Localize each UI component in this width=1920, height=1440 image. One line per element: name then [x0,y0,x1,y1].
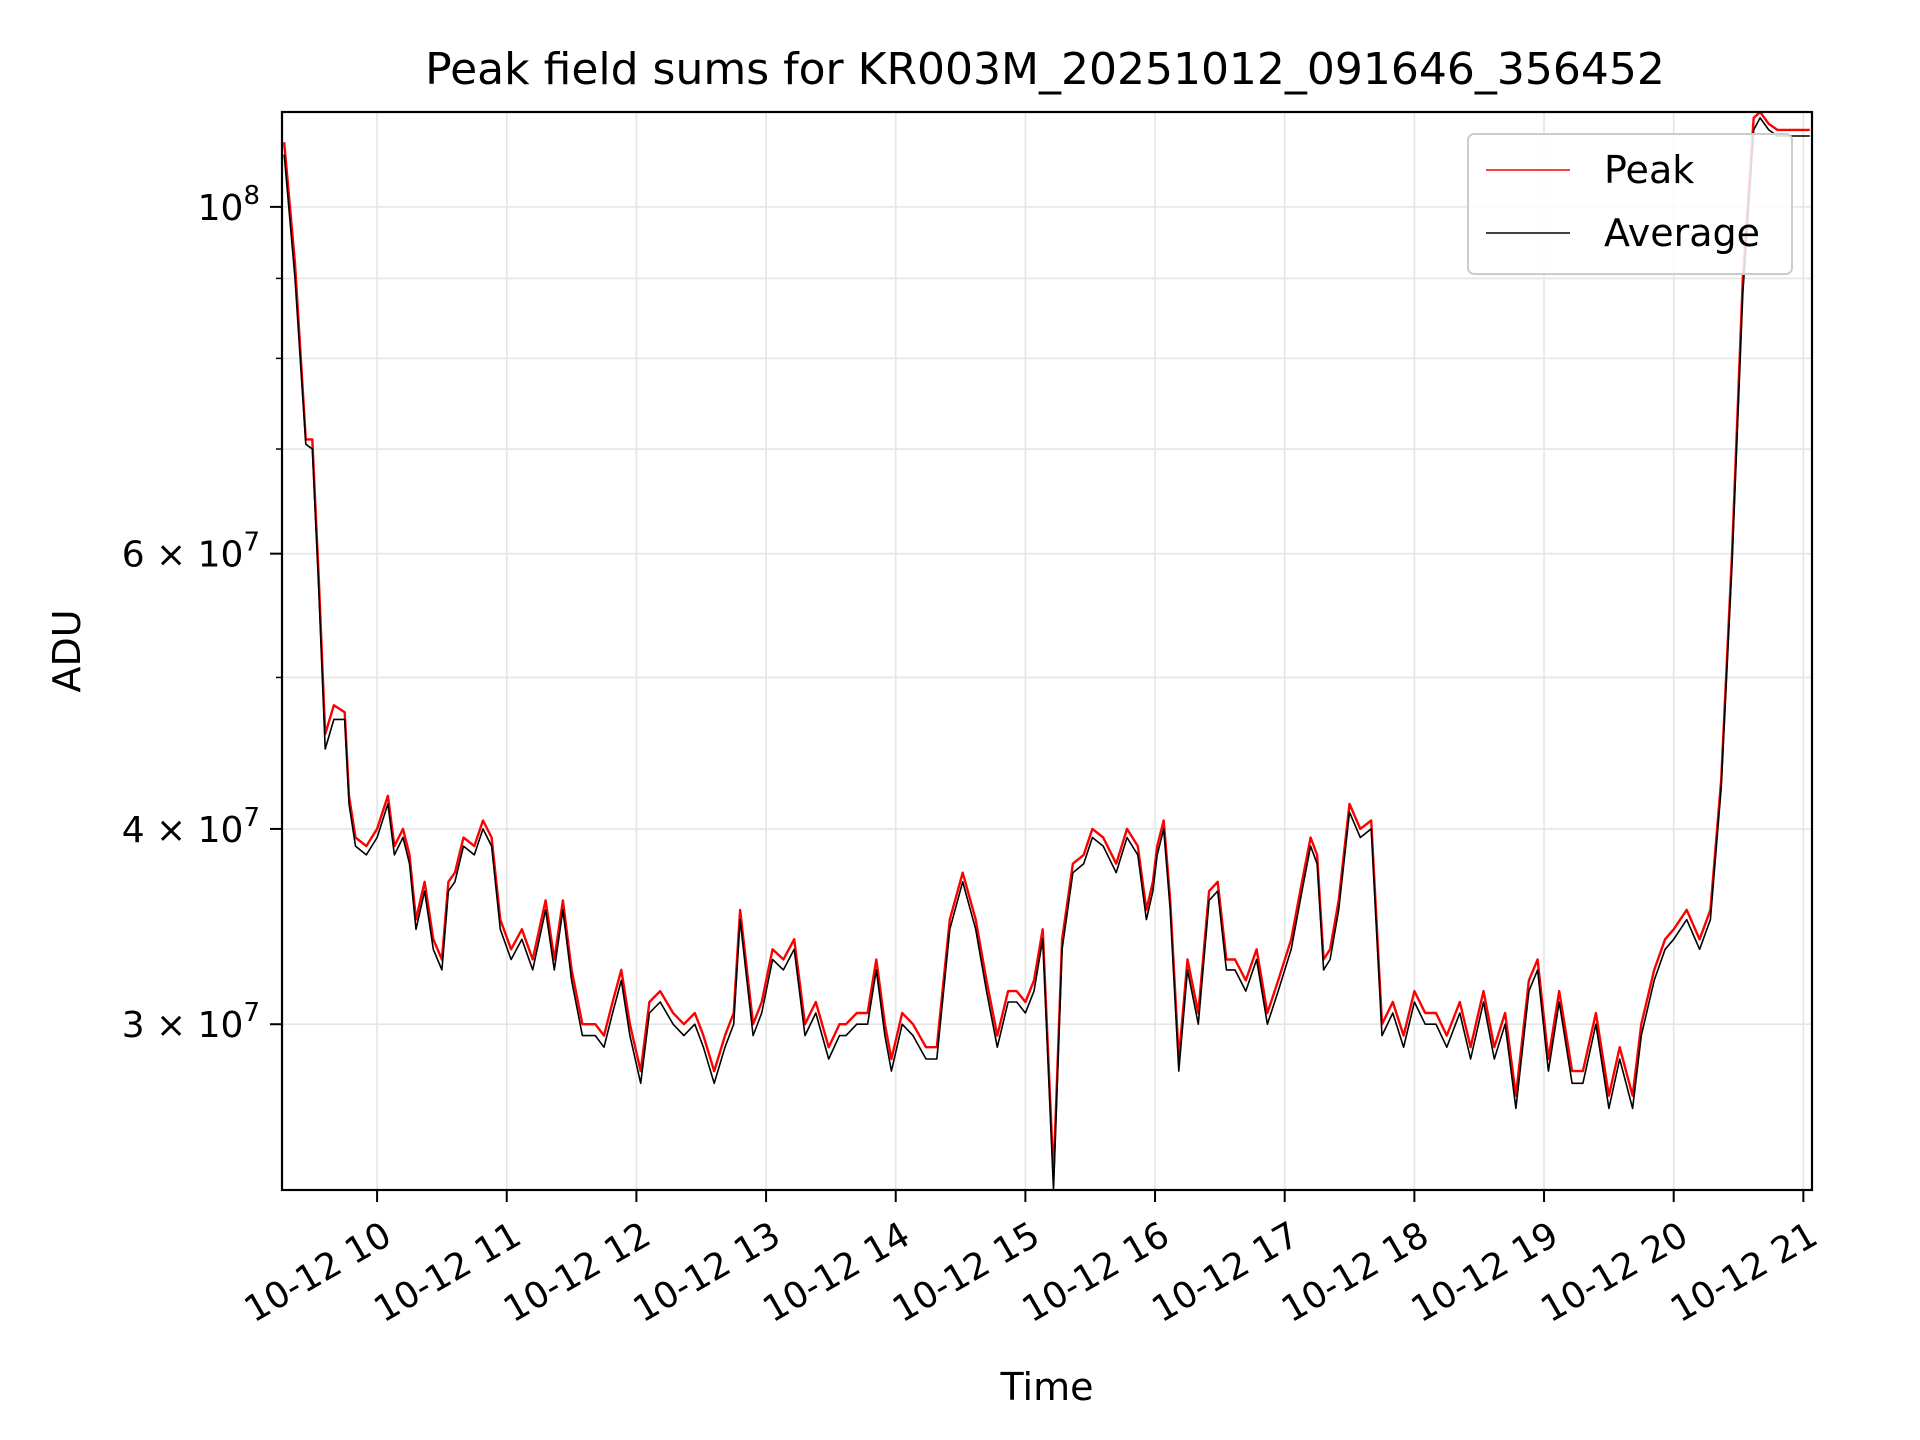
series-layer [283,110,1810,1191]
y-axis-label: ADU [45,609,89,692]
chart-title: Peak field sums for KR003M_20251012_0916… [425,44,1665,95]
legend-box [1467,133,1793,275]
legend: Peak Average [1467,133,1793,275]
y-tick-label: 4 × 107 [122,803,260,851]
plot-frame [280,110,1814,1192]
y-axis: 3 × 107 4 × 107 6 × 107 108 [122,181,282,1046]
y-tick-label: 108 [198,181,260,229]
grid [282,112,1812,1190]
legend-label-average: Average [1604,211,1760,255]
x-axis-label: Time [1000,1365,1094,1409]
y-tick-label: 3 × 107 [122,998,260,1046]
series-line-average [283,117,1810,1191]
series-line-peak [283,110,1810,1177]
legend-label-peak: Peak [1604,148,1694,192]
y-tick-label: 6 × 107 [122,528,260,576]
